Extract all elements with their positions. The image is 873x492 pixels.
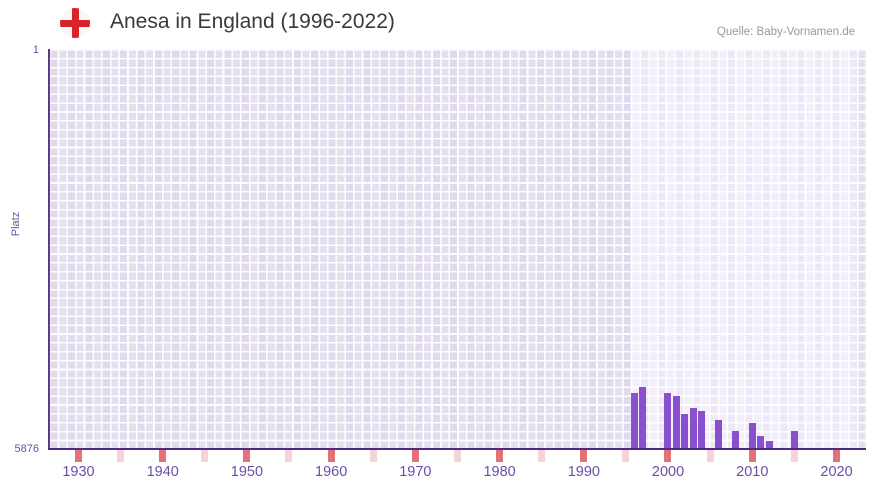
x-tick-minor bbox=[453, 450, 461, 462]
x-tick-label: 2000 bbox=[651, 464, 685, 480]
x-axis-line bbox=[48, 448, 866, 450]
x-tick-minor bbox=[538, 450, 546, 462]
england-flag-icon bbox=[60, 8, 90, 38]
x-tick-minor bbox=[201, 450, 209, 462]
x-tick-label: 1930 bbox=[62, 464, 95, 480]
flag-cross-vertical bbox=[71, 8, 79, 38]
x-tick-major bbox=[664, 450, 672, 462]
x-tick-major bbox=[748, 450, 756, 462]
bar-2008 bbox=[731, 431, 739, 449]
x-tick-label: 1940 bbox=[146, 464, 179, 480]
source-label: Quelle: Baby-Vornamen.de bbox=[716, 26, 855, 38]
y-axis-label: Platz bbox=[10, 211, 22, 237]
x-tick-label: 2010 bbox=[736, 464, 769, 480]
x-tick-minor bbox=[790, 450, 798, 462]
x-tick-major bbox=[832, 450, 840, 462]
x-tick-minor bbox=[285, 450, 293, 462]
bar-1996 bbox=[630, 393, 638, 449]
bar-2002 bbox=[681, 414, 689, 449]
bar-2011 bbox=[757, 436, 765, 449]
plot-area bbox=[49, 49, 866, 449]
x-tick-major bbox=[580, 450, 588, 462]
y-axis-line bbox=[48, 49, 50, 450]
bar-2006 bbox=[714, 420, 722, 449]
bar-2001 bbox=[672, 396, 680, 449]
x-tick-major bbox=[159, 450, 167, 462]
bar-2000 bbox=[664, 393, 672, 449]
y-tick-label: 5876 bbox=[14, 443, 39, 455]
x-tick-minor bbox=[116, 450, 124, 462]
bar-2015 bbox=[790, 431, 798, 449]
x-tick-major bbox=[411, 450, 419, 462]
x-tick-major bbox=[327, 450, 335, 462]
x-tick-major bbox=[74, 450, 82, 462]
bar-2012 bbox=[765, 441, 773, 449]
x-tick-label: 1980 bbox=[483, 464, 516, 480]
data-range-band bbox=[630, 49, 858, 449]
x-tick-minor bbox=[706, 450, 714, 462]
x-tick-major bbox=[496, 450, 504, 462]
x-tick-label: 1950 bbox=[230, 464, 264, 480]
x-tick-minor bbox=[622, 450, 630, 462]
bar-2010 bbox=[748, 423, 756, 449]
bar-2004 bbox=[698, 411, 706, 449]
x-tick-major bbox=[243, 450, 251, 462]
x-tick-label: 1970 bbox=[399, 464, 432, 480]
y-tick-label: 1 bbox=[32, 44, 39, 56]
x-tick-minor bbox=[369, 450, 377, 462]
bar-1997 bbox=[639, 387, 647, 449]
x-tick-label: 1990 bbox=[567, 464, 600, 480]
chart-header: Anesa in England (1996-2022) Quelle: Bab… bbox=[0, 0, 873, 45]
bar-2003 bbox=[689, 408, 697, 449]
page-title: Anesa in England (1996-2022) bbox=[110, 10, 395, 33]
x-tick-label: 1960 bbox=[315, 464, 348, 480]
x-tick-label: 2020 bbox=[820, 464, 853, 480]
